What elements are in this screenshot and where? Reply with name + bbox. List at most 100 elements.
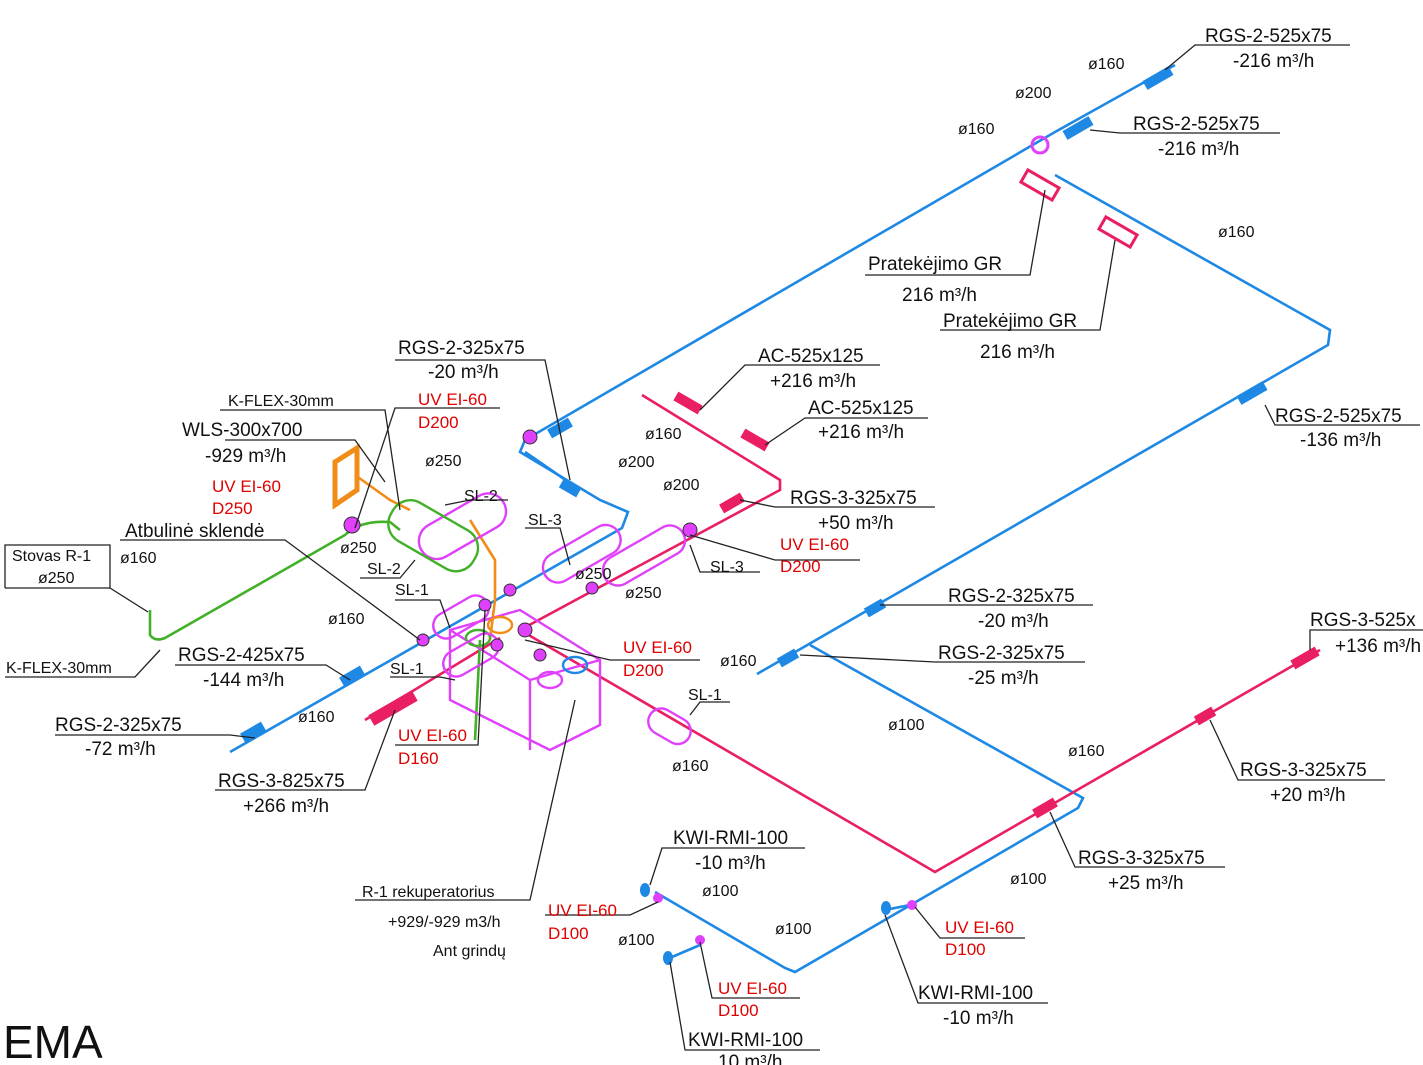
fire-dampers [343,135,1050,965]
transfer-flow: 216 m³/h [902,285,977,306]
outdoor-and-intake-ducts [148,443,497,741]
diameter-label: ø160 [298,709,335,726]
check-valve-label: Atbulinė sklendė [125,521,264,542]
wls-flow: -929 m³/h [205,446,286,467]
fire-damper-size: D200 [418,413,459,432]
rgs-label: RGS-3-325x75 [1240,760,1367,781]
diameter-label: ø160 [120,550,157,567]
rgs-label: RGS-2-525x75 [1275,406,1402,427]
fire-damper-type: UV EI-60 [398,726,467,745]
exhaust-duct-network [229,63,1332,974]
rgs-label: RGS-3-525x [1310,610,1416,631]
wls-grille-icon [332,443,360,510]
fire-damper-type: UV EI-60 [548,901,617,920]
rgs-flow: +20 m³/h [1270,785,1346,806]
recuperator-unit [448,608,602,752]
grilles [240,66,1320,819]
transfer-label: Pratekėjimo GR [868,254,1002,275]
diameter-label: ø250 [625,585,662,602]
wls-label: WLS-300x700 [182,420,302,441]
kwi-flow: 10 m³/h [718,1052,782,1065]
unit-label: R-1 rekuperatorius [362,884,495,901]
fire-damper-type: UV EI-60 [945,918,1014,937]
rgs-flow: -25 m³/h [968,668,1039,689]
diameter-label: ø160 [720,653,757,670]
fire-damper-type: UV EI-60 [718,979,787,998]
fire-damper-size: D250 [212,499,253,518]
diameter-label: ø160 [958,121,995,138]
rgs-label: RGS-2-325x75 [938,643,1065,664]
ac-label: AC-525x125 [758,346,864,367]
kwi-label: KWI-RMI-100 [673,828,788,849]
silencer-label: SL-1 [395,582,429,599]
fire-damper-type: UV EI-60 [212,477,281,496]
diameter-label: ø200 [1015,85,1052,102]
rgs-label: RGS-3-325x75 [1078,848,1205,869]
diameter-label: ø100 [1010,871,1047,888]
silencer-label: SL-1 [390,661,424,678]
kwi-flow: -10 m³/h [943,1008,1014,1029]
silencers [387,492,692,746]
rgs-label: RGS-2-425x75 [178,645,305,666]
rgs-flow: +136 m³/h [1335,636,1421,657]
leader-lines [4,44,1423,1051]
silencer-label: SL-3 [710,559,744,576]
kwi-label: KWI-RMI-100 [688,1030,803,1051]
rgs-flow: -72 m³/h [85,739,156,760]
labels: EMA RGS-2-525x75 -216 m³/h RGS-2-525x75 … [3,26,1421,1065]
rgs-label: RGS-2-325x75 [948,586,1075,607]
diameter-label: ø160 [1218,224,1255,241]
riser-label: Stovas R-1 [12,548,91,565]
transfer-label: Pratekėjimo GR [943,311,1077,332]
diameter-label: ø160 [1068,743,1105,760]
transfer-flow: 216 m³/h [980,342,1055,363]
kwi-flow: -10 m³/h [695,853,766,874]
ac-flow: +216 m³/h [818,422,904,443]
rgs-flow: -136 m³/h [1300,430,1381,451]
fire-damper-size: D100 [945,940,986,959]
fire-damper-type: UV EI-60 [623,638,692,657]
diameter-label: ø200 [618,454,655,471]
rgs-flow: -144 m³/h [203,670,284,691]
diameter-label: ø100 [888,717,925,734]
diameter-label: ø100 [618,932,655,949]
rgs-flow: -216 m³/h [1158,139,1239,160]
diameter-label: ø160 [1088,56,1125,73]
rgs-label: RGS-3-825x75 [218,771,345,792]
diameter-label: ø200 [663,477,700,494]
diameter-label: ø250 [340,540,377,557]
diameter-label: ø100 [775,921,812,938]
rgs-label: RGS-2-325x75 [55,715,182,736]
silencer-label: SL-2 [464,488,498,505]
fire-damper-type: UV EI-60 [780,535,849,554]
fire-damper-size: D100 [718,1001,759,1020]
fire-damper-size: D200 [623,661,664,680]
silencer-label: SL-3 [528,512,562,529]
kflex-label: K-FLEX-30mm [228,393,334,410]
diameter-label: ø250 [425,453,462,470]
rgs-label: RGS-2-325x75 [398,338,525,359]
fire-damper-size: D160 [398,749,439,768]
unit-flow: +929/-929 m3/h [388,914,501,931]
ac-flow: +216 m³/h [770,371,856,392]
silencer-label: SL-2 [367,561,401,578]
diameter-label: ø250 [575,566,612,583]
fire-damper-size: D200 [780,557,821,576]
title-fragment: EMA [3,1016,103,1065]
kwi-label: KWI-RMI-100 [918,983,1033,1004]
diameter-label: ø100 [702,883,739,900]
rgs-flow: +266 m³/h [243,796,329,817]
fire-damper-size: D100 [548,924,589,943]
riser-dia: ø250 [38,570,75,587]
unit-note: Ant grindų [433,943,506,960]
rgs-flow: -20 m³/h [978,611,1049,632]
rgs-label: RGS-2-525x75 [1205,26,1332,47]
supply-duct-network [364,393,1321,874]
diameter-label: ø160 [328,611,365,628]
rgs-flow: -20 m³/h [428,362,499,383]
rgs-flow: +25 m³/h [1108,873,1184,894]
fire-damper-type: UV EI-60 [418,390,487,409]
ac-label: AC-525x125 [808,398,914,419]
kflex-label: K-FLEX-30mm [6,660,112,677]
